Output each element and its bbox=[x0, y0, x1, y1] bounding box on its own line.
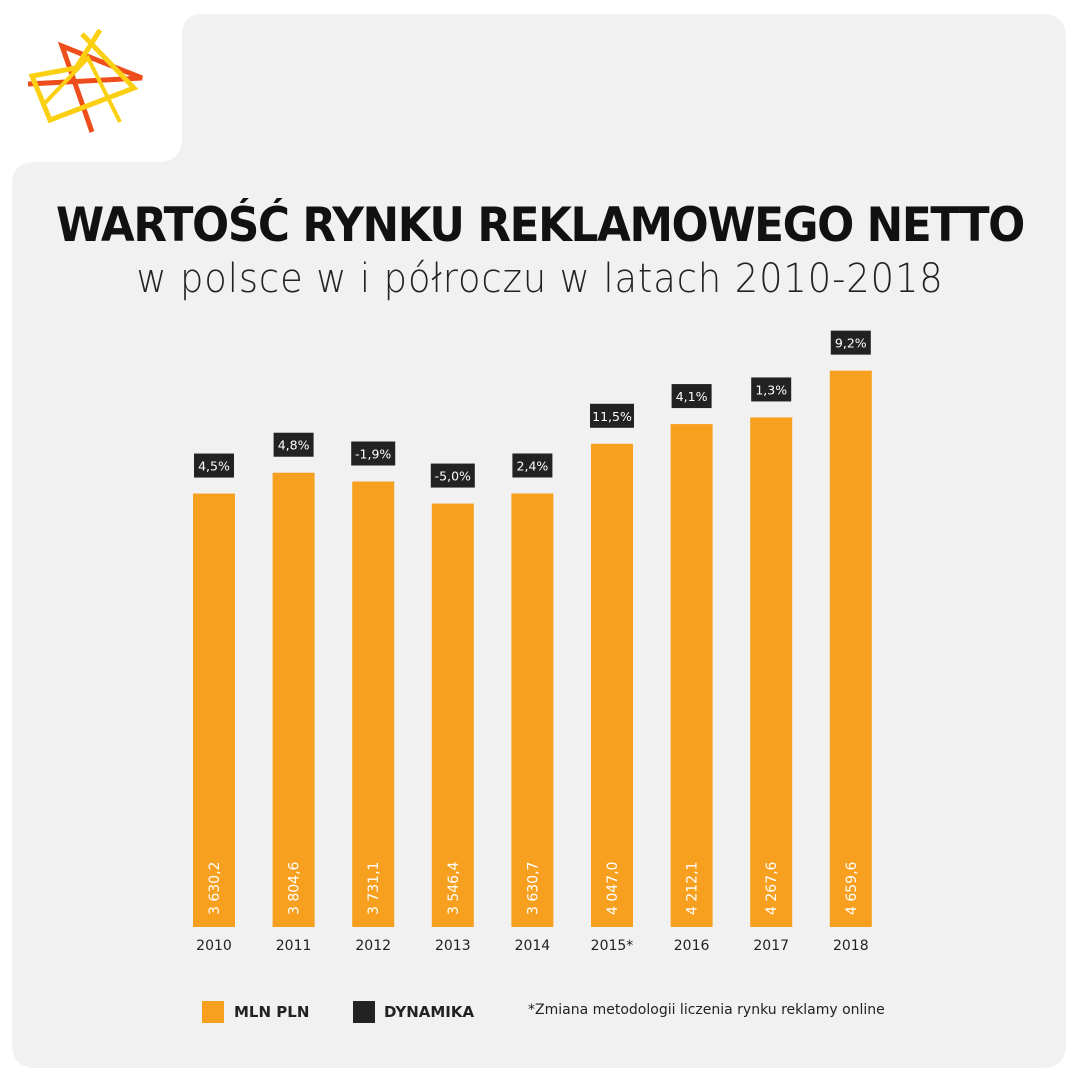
bar-2011 bbox=[272, 472, 315, 927]
x-tick-2016: 2016 bbox=[674, 938, 710, 954]
methodology-note: *Zmiana metodologii liczenia rynku rekla… bbox=[528, 1002, 885, 1018]
value-label-2010: 3 630,2 bbox=[207, 862, 223, 915]
bar-2014 bbox=[511, 493, 554, 927]
dynamics-box-2010 bbox=[194, 453, 234, 478]
bar-2018 bbox=[829, 370, 872, 927]
x-tick-2013: 2013 bbox=[435, 938, 471, 954]
x-tick-2014: 2014 bbox=[515, 938, 551, 954]
dynamics-box-2012 bbox=[351, 441, 396, 466]
value-label-2017: 4 267,6 bbox=[764, 861, 780, 915]
bar-2015 bbox=[591, 443, 633, 927]
dynamics-label-2018: 9,2% bbox=[835, 336, 867, 351]
bar-2016 bbox=[670, 424, 713, 927]
x-tick-2011: 2011 bbox=[276, 938, 312, 954]
dynamics-label-2016: 4,1% bbox=[676, 389, 708, 404]
value-label-2013: 3 546,4 bbox=[446, 861, 462, 915]
value-label-2012: 3 731,1 bbox=[366, 862, 382, 915]
value-label-2011: 3 804,6 bbox=[287, 861, 303, 915]
dynamics-label-2013: -5,0% bbox=[435, 469, 471, 484]
value-label-2018: 4 659,6 bbox=[844, 861, 860, 915]
legend-swatch-mln-pln bbox=[202, 1001, 224, 1023]
chart-subtitle: w polsce w i półroczu w latach 2010-2018 bbox=[136, 256, 944, 302]
bar-2013 bbox=[431, 503, 474, 927]
legend-label-dynamika: DYNAMIKA bbox=[384, 1003, 475, 1021]
value-label-2015: 4 047,0 bbox=[605, 862, 621, 915]
dynamics-box-2014 bbox=[512, 453, 553, 478]
dynamics-label-2012: -1,9% bbox=[355, 447, 391, 462]
dynamics-box-2011 bbox=[273, 432, 314, 457]
dynamics-label-2015: 11,5% bbox=[592, 409, 632, 424]
legend-label-mln-pln: MLN PLN bbox=[234, 1003, 310, 1021]
dynamics-box-2015 bbox=[590, 403, 634, 428]
bar-2017 bbox=[750, 417, 793, 927]
value-label-2016: 4 212,1 bbox=[685, 862, 701, 915]
chart-title: WARTOŚĆ RYNKU REKLAMOWEGO NETTO bbox=[56, 198, 1025, 253]
value-label-2014: 3 630,7 bbox=[525, 862, 541, 915]
x-tick-2015: 2015* bbox=[591, 938, 634, 954]
dynamics-box-2016 bbox=[671, 384, 712, 409]
dynamics-label-2014: 2,4% bbox=[517, 458, 549, 473]
x-tick-2018: 2018 bbox=[833, 938, 869, 954]
dynamics-box-2018 bbox=[830, 330, 871, 355]
dynamics-box-2017 bbox=[751, 377, 792, 402]
dynamics-box-2013 bbox=[430, 463, 475, 488]
dynamics-label-2017: 1,3% bbox=[755, 382, 787, 397]
bar-2012 bbox=[352, 481, 395, 927]
x-tick-2010: 2010 bbox=[196, 938, 232, 954]
dynamics-label-2010: 4,5% bbox=[198, 459, 230, 474]
x-tick-2012: 2012 bbox=[355, 938, 391, 954]
logo-star-icon bbox=[27, 28, 143, 133]
bar-2010 bbox=[193, 493, 235, 927]
x-tick-2017: 2017 bbox=[753, 938, 789, 954]
legend-swatch-dynamika bbox=[353, 1001, 375, 1023]
dynamics-label-2011: 4,8% bbox=[278, 438, 310, 453]
